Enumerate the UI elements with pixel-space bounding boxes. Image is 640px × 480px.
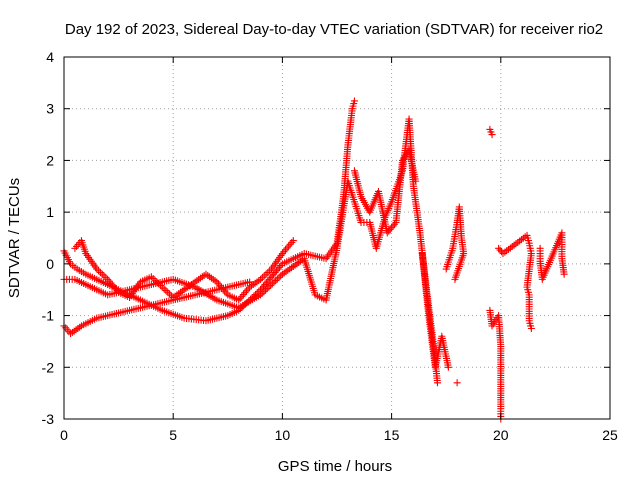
data-point bbox=[268, 280, 276, 288]
data-point bbox=[560, 270, 568, 278]
data-point bbox=[388, 224, 396, 232]
data-point bbox=[267, 274, 275, 282]
data-point bbox=[273, 267, 281, 275]
data-point bbox=[444, 363, 452, 371]
y-tick-label: 0 bbox=[46, 256, 54, 272]
data-point bbox=[270, 278, 278, 286]
data-point bbox=[433, 379, 441, 387]
series-satellite-track-b bbox=[60, 97, 358, 325]
data-point bbox=[261, 281, 269, 289]
data-point bbox=[289, 237, 297, 245]
data-point bbox=[262, 279, 270, 287]
series-satellite-track-e bbox=[350, 146, 452, 371]
chart-title: Day 192 of 2023, Sidereal Day-to-day VTE… bbox=[65, 21, 603, 38]
data-point bbox=[383, 229, 391, 237]
x-tick-label: 10 bbox=[275, 427, 291, 443]
x-tick-label: 25 bbox=[602, 427, 618, 443]
data-point bbox=[275, 273, 283, 281]
y-tick-label: 2 bbox=[46, 152, 54, 168]
data-point bbox=[527, 325, 535, 332]
data-point bbox=[488, 131, 496, 139]
data-point bbox=[260, 288, 268, 296]
data-point bbox=[272, 277, 280, 285]
data-point bbox=[257, 291, 265, 299]
y-tick-label: 1 bbox=[46, 204, 54, 220]
data-point bbox=[273, 275, 281, 283]
tick-layer: 0 5 10 15 20 25 -3 -2 -1 0 1 2 3 4 bbox=[42, 49, 618, 443]
data-point bbox=[268, 272, 276, 280]
data-point bbox=[453, 379, 461, 387]
y-tick-label: -2 bbox=[42, 359, 55, 375]
data-point bbox=[265, 283, 273, 291]
data-point bbox=[275, 263, 283, 271]
data-point bbox=[262, 286, 270, 294]
x-tick-label: 0 bbox=[60, 427, 68, 443]
data-point bbox=[496, 246, 504, 254]
data-point bbox=[389, 222, 397, 230]
series-satellite-track-d bbox=[71, 237, 297, 304]
data-point bbox=[270, 270, 278, 278]
x-tick-label: 20 bbox=[493, 427, 509, 443]
series-satellite-track-f bbox=[442, 125, 568, 423]
x-tick-label: 15 bbox=[384, 427, 400, 443]
data-layer bbox=[60, 97, 568, 423]
y-tick-label: -1 bbox=[42, 308, 55, 324]
data-point bbox=[277, 272, 285, 280]
data-point bbox=[263, 285, 271, 293]
data-point bbox=[495, 244, 503, 252]
y-tick-label: 4 bbox=[46, 49, 54, 65]
data-point bbox=[274, 265, 282, 273]
data-point bbox=[451, 275, 459, 283]
x-tick-label: 5 bbox=[169, 427, 177, 443]
data-point bbox=[391, 220, 399, 228]
data-point bbox=[258, 289, 266, 297]
data-point bbox=[412, 177, 420, 185]
plot-frame bbox=[63, 56, 611, 420]
data-point bbox=[271, 268, 279, 276]
data-point bbox=[385, 227, 393, 235]
data-point bbox=[265, 275, 273, 283]
y-tick-label: -3 bbox=[42, 411, 55, 427]
data-point bbox=[386, 225, 394, 233]
data-point bbox=[264, 277, 272, 285]
y-tick-label: 3 bbox=[46, 101, 54, 117]
y-axis-label: SDTVAR / TECUs bbox=[6, 178, 23, 298]
data-point bbox=[267, 281, 275, 289]
data-point bbox=[277, 262, 285, 270]
x-axis-label: GPS time / hours bbox=[278, 458, 392, 475]
data-point bbox=[350, 97, 358, 105]
